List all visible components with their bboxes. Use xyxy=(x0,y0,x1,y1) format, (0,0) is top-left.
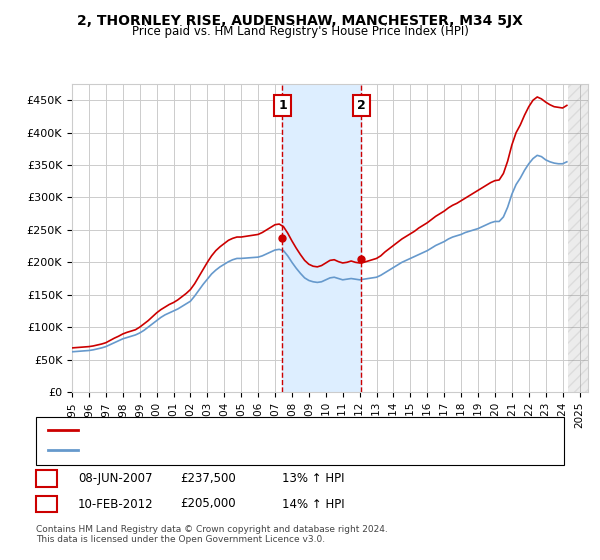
Text: Contains HM Land Registry data © Crown copyright and database right 2024.
This d: Contains HM Land Registry data © Crown c… xyxy=(36,525,388,544)
Text: HPI: Average price, detached house, Tameside: HPI: Average price, detached house, Tame… xyxy=(84,445,326,455)
Text: £237,500: £237,500 xyxy=(180,472,236,486)
Text: 1: 1 xyxy=(278,99,287,112)
Bar xyxy=(568,84,588,392)
Text: 08-JUN-2007: 08-JUN-2007 xyxy=(78,472,152,486)
Text: 10-FEB-2012: 10-FEB-2012 xyxy=(78,497,154,511)
Text: Price paid vs. HM Land Registry's House Price Index (HPI): Price paid vs. HM Land Registry's House … xyxy=(131,25,469,38)
Text: 2, THORNLEY RISE, AUDENSHAW, MANCHESTER, M34 5JX (detached house): 2, THORNLEY RISE, AUDENSHAW, MANCHESTER,… xyxy=(84,424,476,435)
Text: 2: 2 xyxy=(357,99,366,112)
Text: 13% ↑ HPI: 13% ↑ HPI xyxy=(282,472,344,486)
Bar xyxy=(283,84,361,392)
Text: 14% ↑ HPI: 14% ↑ HPI xyxy=(282,497,344,511)
Text: £205,000: £205,000 xyxy=(180,497,236,511)
Text: 1: 1 xyxy=(42,472,51,486)
Text: 2, THORNLEY RISE, AUDENSHAW, MANCHESTER, M34 5JX: 2, THORNLEY RISE, AUDENSHAW, MANCHESTER,… xyxy=(77,14,523,28)
Text: 2: 2 xyxy=(42,497,51,511)
